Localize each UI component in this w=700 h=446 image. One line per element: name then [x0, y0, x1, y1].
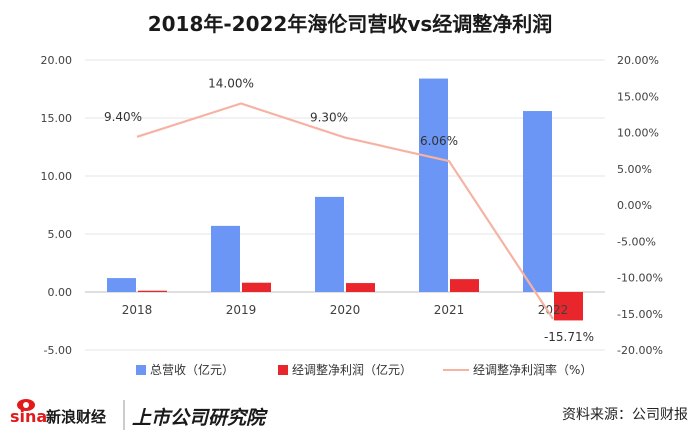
category-label: 2022	[538, 303, 569, 317]
bar-profit-2018	[138, 290, 167, 292]
left-tick-label: 10.00	[41, 170, 73, 183]
svg-text:新浪财经: 新浪财经	[46, 408, 106, 426]
legend: 总营收（亿元） 经调整净利润（亿元） 经调整净利润率（%）	[136, 362, 592, 377]
legend-revenue-label: 总营收（亿元）	[150, 362, 234, 377]
sina-eye-icon	[17, 399, 35, 411]
grid	[85, 59, 605, 351]
left-tick-label: -5.00	[44, 344, 72, 357]
legend-revenue-swatch	[136, 365, 146, 375]
chart-title: 2018年-2022年海伦司营收vs经调整净利润	[147, 12, 553, 36]
bar-revenue-2018	[107, 278, 136, 292]
right-tick-label: 10.00%	[617, 127, 659, 140]
bar-revenue-2021	[419, 78, 448, 292]
right-tick-label: -10.00%	[617, 272, 663, 285]
margin-data-label: 6.06%	[420, 134, 458, 148]
margin-data-label: -15.71%	[544, 330, 594, 344]
right-tick-label: 0.00%	[617, 199, 652, 212]
margin-line-path	[136, 102, 554, 320]
right-tick-label: -20.00%	[617, 344, 663, 357]
legend-profit-swatch	[278, 365, 288, 375]
left-tick-label: 20.00	[41, 54, 73, 67]
right-tick-label: 20.00%	[617, 54, 659, 67]
category-label: 2019	[226, 303, 257, 317]
category-label: 2020	[330, 303, 361, 317]
x-axis: 2018 2019 2020 2021 2022	[122, 303, 569, 317]
bars	[107, 78, 583, 321]
bar-profit-2022	[554, 292, 583, 321]
legend-margin-label: 经调整净利润率（%）	[473, 362, 592, 377]
margin-line: 9.40% 14.00% 9.30% 6.06% -15.71%	[104, 77, 594, 344]
left-tick-label: 15.00	[41, 112, 73, 125]
bar-revenue-2022	[523, 111, 552, 292]
margin-data-label: 14.00%	[208, 77, 254, 91]
legend-profit-label: 经调整净利润（亿元）	[292, 362, 412, 377]
svg-text:上市公司研究院: 上市公司研究院	[132, 407, 268, 429]
left-tick-label: 5.00	[48, 228, 73, 241]
bar-profit-2020	[346, 283, 375, 292]
sina-finance-logo: sina 新浪财经 上市公司研究院	[10, 399, 268, 430]
right-tick-label: -15.00%	[617, 308, 663, 321]
left-tick-label: 0.00	[48, 286, 73, 299]
bar-profit-2019	[242, 282, 271, 292]
category-label: 2021	[434, 303, 465, 317]
bar-profit-2021	[450, 279, 479, 292]
right-tick-label: 5.00%	[617, 163, 652, 176]
svg-text:sina: sina	[10, 407, 47, 426]
margin-data-label: 9.30%	[310, 111, 348, 125]
category-label: 2018	[122, 303, 153, 317]
bar-revenue-2019	[211, 225, 240, 292]
source-note: 资料来源：公司财报	[562, 407, 688, 423]
right-tick-label: -5.00%	[617, 235, 656, 248]
right-tick-label: 15.00%	[617, 90, 659, 103]
left-axis: -5.00 0.00 5.00 10.00 15.00 20.00	[41, 54, 73, 357]
margin-data-label: 9.40%	[104, 110, 142, 124]
bar-revenue-2020	[315, 196, 344, 292]
right-axis: -20.00% -15.00% -10.00% -5.00% 0.00% 5.00% 10.…	[617, 54, 663, 357]
